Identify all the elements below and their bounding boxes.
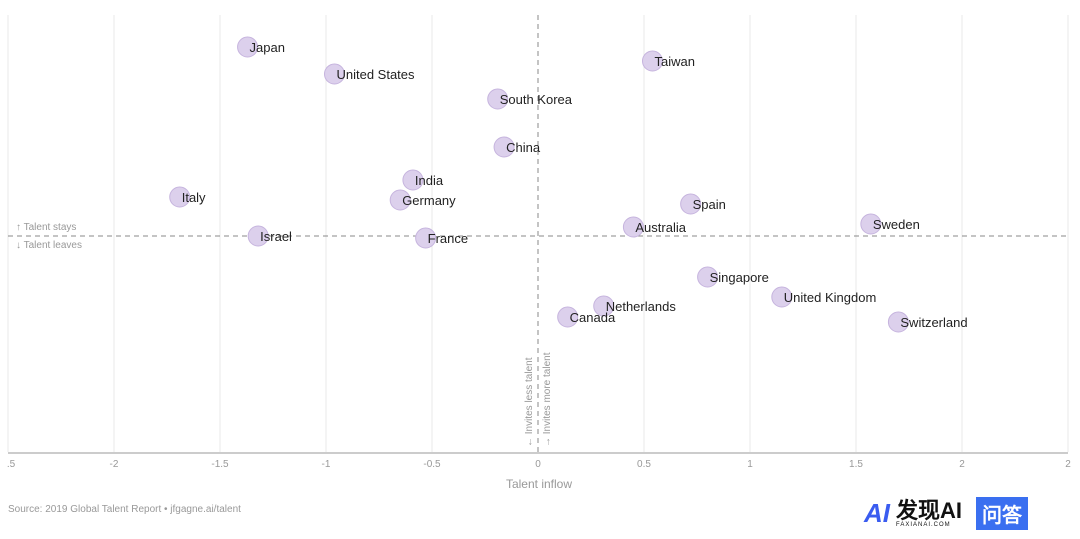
x-tick-label: 0.5 [637,459,651,470]
point-marker [247,225,269,247]
x-tick-label: -1 [322,459,331,470]
point-marker [860,213,882,235]
logo-mark: AI [864,498,890,528]
x-tick-label: -2 [110,459,119,470]
point-label: South Korea [500,92,573,107]
point-label: Sweden [873,217,920,232]
point-label: Italy [182,190,206,205]
scatter-chart: .5 -2 -1.5 -1 -0.5 0 0.5 1 1.5 2 2 ↑ Talent stays ↓… [7,15,1071,491]
point-marker [402,169,424,191]
point-label: Japan [250,40,285,55]
point-label: India [415,173,444,188]
point-marker [487,88,509,110]
point-marker [389,189,411,211]
point-label: Netherlands [606,299,677,314]
point-marker [557,306,579,328]
source-note: Source: 2019 Global Talent Report • jfga… [8,504,241,515]
data-point: Japan [237,36,285,58]
point-marker [415,227,437,249]
point-marker [622,216,644,238]
point-label: Canada [570,310,616,325]
data-point: Netherlands [593,295,677,317]
point-label: United States [336,67,415,82]
data-point: South Korea [487,88,573,110]
data-point: Switzerland [887,311,968,333]
x-axis-label: Talent inflow [506,477,572,491]
point-label: Australia [635,220,686,235]
point-marker [680,193,702,215]
talent-leaves-label: ↓ Talent leaves [16,240,82,251]
point-label: Germany [402,193,456,208]
logo-badge: 问答 [976,497,1029,530]
data-point: India [402,169,444,191]
data-point: Spain [680,193,726,215]
x-tick-label: 1 [747,459,753,470]
logo-name: 发现AI [896,497,963,523]
data-point: United States [323,63,415,85]
data-point: Germany [389,189,456,211]
logo-domain: FAXIANAI.COM [896,521,951,528]
point-marker [771,286,793,308]
watermark-logo: AI 发现AI FAXIANAI.COM 问答 [864,497,1029,530]
point-label: China [506,140,541,155]
talent-stays-label: ↑ Talent stays [16,222,76,233]
data-point: Italy [169,186,206,208]
point-label: Taiwan [654,54,694,69]
x-tick-label: -0.5 [423,459,441,470]
invites-less-label: ← Invites less talent [524,357,535,447]
data-point: Taiwan [641,50,695,72]
point-label: France [428,231,468,246]
data-point: Singapore [697,266,769,288]
point-marker [493,136,515,158]
point-marker [697,266,719,288]
point-marker [641,50,663,72]
point-label: Singapore [710,270,769,285]
point-marker [593,295,615,317]
x-tick-label: .5 [7,459,16,470]
point-label: Spain [693,197,726,212]
data-point: France [415,227,468,249]
point-label: United Kingdom [784,290,877,305]
x-tick-label: 1.5 [849,459,863,470]
x-tick-label: 2 [1065,459,1071,470]
point-marker [887,311,909,333]
data-point: Sweden [860,213,920,235]
point-marker [237,36,259,58]
x-tick-label: -1.5 [211,459,229,470]
x-tick-label: 2 [959,459,965,470]
point-label: Switzerland [900,315,967,330]
data-point: Australia [622,216,687,238]
invites-more-label: → Invites more talent [542,352,553,447]
data-point: United Kingdom [771,286,877,308]
data-point: China [493,136,541,158]
point-label: Israel [260,229,292,244]
data-point: Israel [247,225,292,247]
x-tick-label: 0 [535,459,541,470]
data-point: Canada [557,306,616,328]
point-marker [169,186,191,208]
point-marker [323,63,345,85]
